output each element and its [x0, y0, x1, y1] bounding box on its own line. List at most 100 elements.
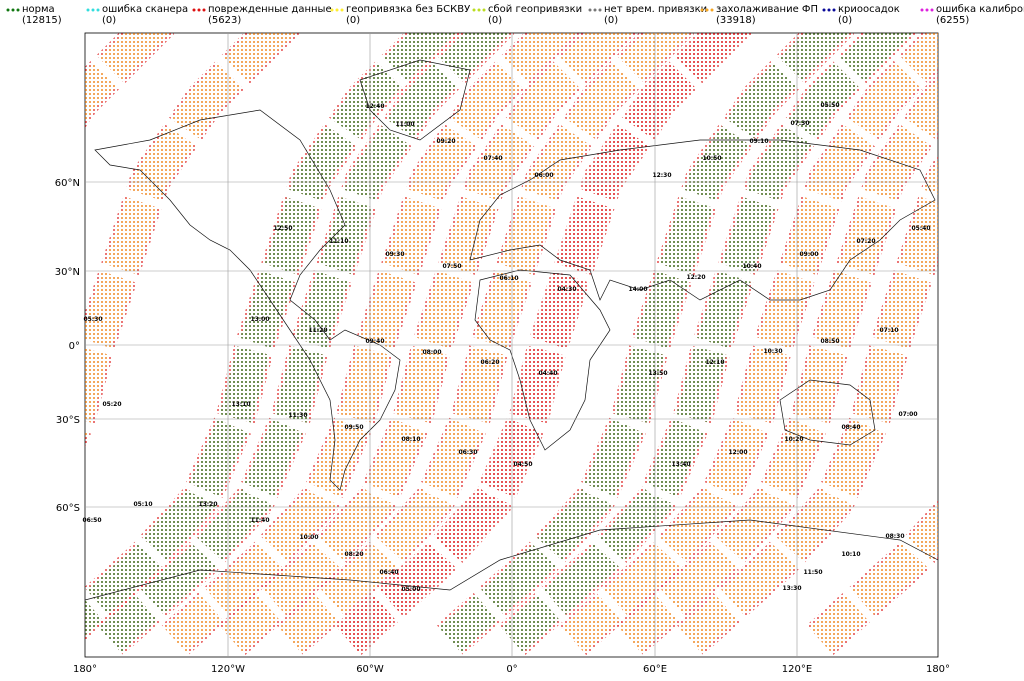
- legend-marker: [198, 9, 201, 12]
- time-label: 08:00: [422, 349, 441, 356]
- time-label: 08:40: [841, 424, 860, 431]
- legend-name: сбой геопривязки: [488, 4, 582, 15]
- time-label: 13:10: [231, 401, 250, 408]
- legend-marker: [7, 9, 10, 12]
- time-label: 05:50: [820, 102, 839, 109]
- legend-name: геопривязка без БСКВУ: [346, 4, 470, 15]
- lon-label: 60°E: [643, 664, 667, 675]
- time-label: 05:10: [133, 501, 152, 508]
- time-label: 07:40: [483, 155, 502, 162]
- legend-count: (0): [346, 15, 360, 26]
- lon-label: 60°W: [356, 664, 384, 675]
- legend-marker: [828, 9, 831, 12]
- legend-marker: [97, 9, 100, 12]
- legend-marker: [12, 9, 15, 12]
- legend-marker: [193, 9, 196, 12]
- time-label: 05:20: [102, 401, 121, 408]
- time-label: 06:50: [82, 517, 101, 524]
- legend-marker: [87, 9, 90, 12]
- lon-label: 120°E: [782, 664, 812, 675]
- time-label: 11:00: [395, 121, 414, 128]
- legend-marker: [921, 9, 924, 12]
- time-label: 07:50: [442, 263, 461, 270]
- time-label: 14:00: [628, 286, 647, 293]
- time-label: 04:30: [557, 286, 576, 293]
- time-label: 11:10: [329, 238, 348, 245]
- time-label: 12:10: [705, 359, 724, 366]
- time-label: 13:50: [648, 370, 667, 377]
- time-label: 06:40: [379, 569, 398, 576]
- legend-count: (0): [488, 15, 502, 26]
- time-label: 04:40: [538, 370, 557, 377]
- time-label: 12:50: [273, 225, 292, 232]
- legend-count: (0): [604, 15, 618, 26]
- time-label: 07:00: [898, 411, 917, 418]
- legend-count: (0): [838, 15, 852, 26]
- legend-name: поврежденные данные: [208, 4, 332, 15]
- legend-marker: [473, 9, 476, 12]
- legend-marker: [589, 9, 592, 12]
- time-label: 06:30: [458, 449, 477, 456]
- legend-marker: [331, 9, 334, 12]
- lon-label: 180°: [73, 664, 97, 675]
- time-label: 08:30: [885, 533, 904, 540]
- time-label: 08:10: [401, 436, 420, 443]
- time-label: 13:20: [198, 501, 217, 508]
- time-label: 12:20: [686, 274, 705, 281]
- time-label: 09:40: [365, 338, 384, 345]
- legend-marker: [823, 9, 826, 12]
- time-label: 06:20: [480, 359, 499, 366]
- time-label: 10:40: [742, 263, 761, 270]
- time-label: 13:00: [250, 316, 269, 323]
- time-label: 09:10: [749, 138, 768, 145]
- legend-marker: [706, 9, 709, 12]
- time-label: 05:00: [401, 586, 420, 593]
- time-label: 07:30: [790, 120, 809, 127]
- legend-marker: [926, 9, 929, 12]
- legend-name: нет врем. привязки: [604, 4, 707, 15]
- time-label: 09:50: [344, 424, 363, 431]
- time-label: 12:40: [365, 103, 384, 110]
- legend-marker: [203, 9, 206, 12]
- legend-marker: [931, 9, 934, 12]
- time-label: 09:20: [436, 138, 455, 145]
- time-label: 05:30: [83, 316, 102, 323]
- legend-marker: [483, 9, 486, 12]
- lat-label: 60°S: [56, 503, 80, 514]
- time-label: 10:50: [702, 155, 721, 162]
- lat-label: 30°S: [56, 415, 80, 426]
- time-label: 12:30: [652, 172, 671, 179]
- lat-label: 30°N: [55, 267, 80, 278]
- time-label: 13:40: [671, 461, 690, 468]
- time-label: 08:50: [820, 338, 839, 345]
- time-label: 10:20: [784, 436, 803, 443]
- legend-marker: [17, 9, 20, 12]
- legend-name: криоосадок: [838, 4, 900, 15]
- lon-label: 0°: [506, 664, 517, 675]
- lat-label: 0°: [69, 341, 80, 352]
- time-label: 12:00: [728, 449, 747, 456]
- time-label: 11:30: [288, 412, 307, 419]
- time-label: 10:10: [841, 551, 860, 558]
- time-label: 13:30: [782, 585, 801, 592]
- time-label: 11:20: [308, 327, 327, 334]
- time-label: 04:50: [513, 461, 532, 468]
- legend-count: (5623): [208, 15, 241, 26]
- legend-name: ошибка калибровки: [936, 4, 1024, 15]
- lat-label: 60°N: [55, 178, 80, 189]
- time-label: 05:40: [911, 225, 930, 232]
- legend-marker: [711, 9, 714, 12]
- time-label: 11:40: [250, 517, 269, 524]
- legend-count: (6255): [936, 15, 969, 26]
- time-label: 10:00: [299, 534, 318, 541]
- legend-marker: [336, 9, 339, 12]
- legend: норма(12815)ошибка сканера(0)поврежденны…: [7, 4, 1024, 26]
- time-label: 06:00: [534, 172, 553, 179]
- time-label: 10:30: [763, 348, 782, 355]
- time-label: 11:50: [803, 569, 822, 576]
- legend-marker: [599, 9, 602, 12]
- legend-count: (0): [102, 15, 116, 26]
- legend-marker: [341, 9, 344, 12]
